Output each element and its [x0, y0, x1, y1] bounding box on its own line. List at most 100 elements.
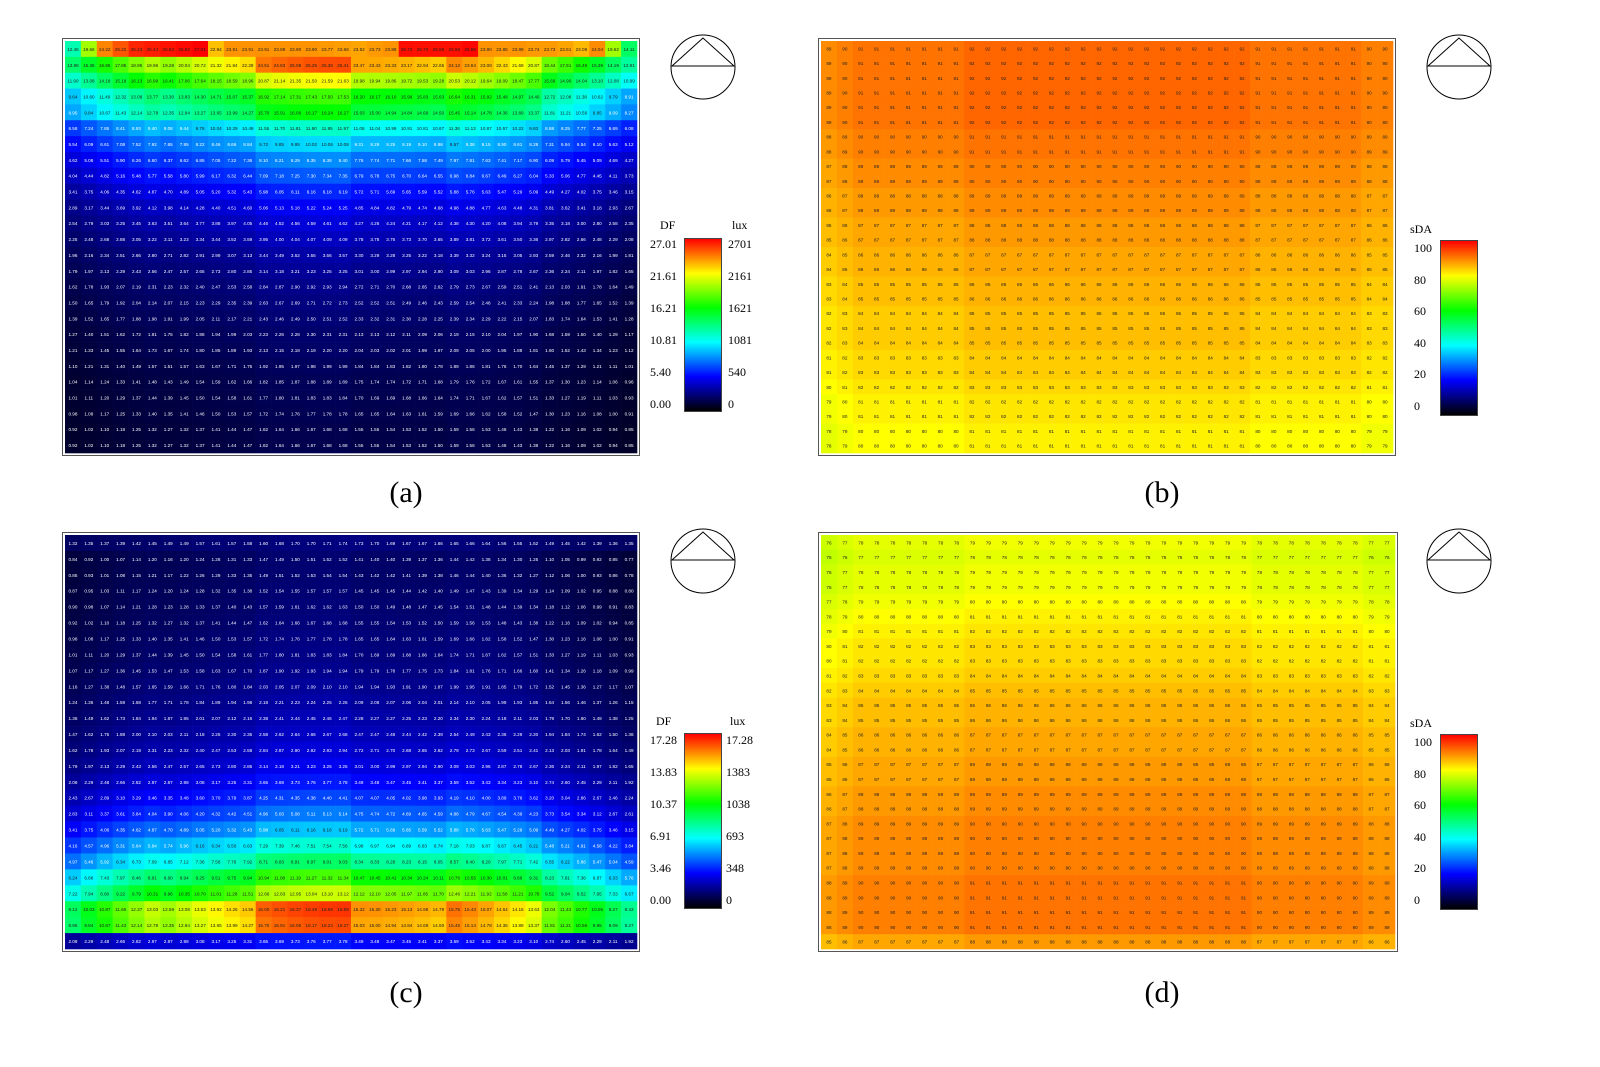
heatmap-cell-value: 83 [874, 355, 880, 360]
heatmap-cell [303, 278, 320, 295]
heatmap-cell-value: 84 [985, 355, 991, 360]
heatmap-cell-value: 2.19 [132, 748, 141, 753]
heatmap-cell-value: 1.37 [211, 605, 220, 610]
heatmap-cell [1075, 202, 1092, 218]
heatmap-cell [80, 389, 98, 406]
heatmap-cell-value: 84 [1255, 311, 1261, 316]
heatmap-cell-value: 81 [1128, 444, 1134, 449]
heatmap-cell [462, 120, 479, 137]
heatmap-cell-value: 3.25 [323, 269, 332, 274]
heatmap-cell-value: 80 [1271, 444, 1277, 449]
heatmap-cell [128, 405, 145, 422]
heatmap-cell-value: 86 [1176, 297, 1182, 302]
heatmap-cell-value: 88 [1049, 238, 1055, 243]
heatmap-cell [255, 167, 272, 184]
heatmap-cell-value: 81 [1303, 400, 1309, 405]
heatmap-cell-value: 1.94 [211, 332, 220, 337]
heatmap-cell-value: 1.59 [116, 700, 125, 705]
heatmap-cell-value: 89 [826, 46, 832, 51]
heatmap-cell-value: 13.98 [67, 63, 79, 68]
heatmap-cell-value: 88 [1112, 223, 1118, 228]
heatmap-cell-value: 2.11 [180, 732, 189, 737]
heatmap-cell-value: 3.25 [402, 253, 411, 258]
heatmap-cell-value: 1.74 [370, 380, 379, 385]
heatmap-cell [65, 294, 82, 311]
heatmap-cell [573, 136, 590, 153]
heatmap-cell-value: 4.82 [100, 174, 109, 179]
heatmap-cell [446, 72, 463, 89]
heatmap-cell-value: 1.95 [466, 684, 475, 689]
heatmap-cell-value: 2.54 [466, 300, 475, 305]
heatmap-cell [1122, 158, 1140, 174]
heatmap-cell-value: 1.61 [291, 605, 300, 610]
heatmap-cell-value: 1.63 [211, 668, 220, 673]
heatmap-cell-value: 86 [1033, 297, 1039, 302]
heatmap-cell-value: 92 [1081, 91, 1087, 96]
heatmap-cell [382, 183, 399, 200]
heatmap-cell-value: 0.99 [625, 668, 634, 673]
heatmap-cell [430, 104, 447, 121]
heatmap-cell-value: 1.97 [513, 332, 522, 337]
heatmap-cell-value: 1.89 [323, 380, 332, 385]
heatmap-cell-value: 90 [938, 149, 944, 154]
heatmap-cell [398, 326, 415, 343]
heatmap-cell-value: 4.26 [370, 221, 379, 226]
heatmap-cell-value: 1.40 [148, 411, 157, 416]
heatmap-cell-value: 92 [1081, 76, 1087, 81]
heatmap-cell-value: 88 [1239, 238, 1245, 243]
heatmap-cell-value: 1.45 [434, 605, 443, 610]
heatmap-cell [1313, 129, 1330, 145]
heatmap-cell-value: 3.72 [482, 237, 491, 242]
heatmap-cell-value: 1.66 [513, 668, 522, 673]
heatmap-cell [1043, 173, 1060, 189]
heatmap-cell-value: 3.34 [196, 237, 205, 242]
heatmap-cell-value: 1.71 [196, 684, 205, 689]
heatmap-cell-value: 81 [906, 400, 912, 405]
heatmap-cell-value: 2.29 [482, 316, 491, 321]
heatmap-cell-value: 85 [1208, 341, 1214, 346]
heatmap-cell [821, 247, 838, 263]
heatmap-cell-value: 1.69 [450, 411, 459, 416]
heatmap-cell [868, 144, 885, 160]
heatmap-cell-value: 1.50 [434, 427, 443, 432]
heatmap-cell [821, 232, 838, 248]
heatmap-cell-value: 11.36 [449, 126, 461, 131]
heatmap-cell [1059, 232, 1076, 248]
heatmap-cell-value: 1.14 [116, 605, 125, 610]
heatmap-cell [208, 167, 225, 184]
heatmap-cell-value: 81 [874, 414, 880, 419]
heatmap-cell [80, 231, 98, 248]
heatmap-cell-value: 2.97 [402, 269, 411, 274]
heatmap-cell [605, 231, 622, 248]
heatmap-cell-value: 89 [1303, 164, 1309, 169]
heatmap-cell-value: 0.94 [609, 621, 618, 626]
heatmap-cell-value: 85 [842, 252, 848, 257]
heatmap-cell [1218, 276, 1235, 292]
heatmap-cell-value: 1.29 [211, 573, 220, 578]
heatmap-cell-value: 1.32 [211, 589, 220, 594]
heatmap-cell [96, 215, 113, 232]
heatmap-cell-value: 1.33 [196, 605, 205, 610]
heatmap-cell [916, 41, 933, 57]
heatmap-cell-value: 1.72 [402, 380, 411, 385]
heatmap-cell [525, 373, 542, 390]
heatmap-cell [836, 291, 854, 307]
heatmap-cell-value: 2.09 [354, 700, 363, 705]
heatmap-cell [112, 342, 129, 359]
heatmap-cell [208, 41, 225, 58]
heatmap-cell [96, 310, 113, 327]
heatmap-cell-value: 1.98 [307, 364, 316, 369]
heatmap-cell-value: 1.40 [227, 605, 236, 610]
heatmap-cell-value: 1.39 [593, 541, 602, 546]
heatmap-cell-value: 2.28 [291, 332, 300, 337]
heatmap-cell [1218, 129, 1235, 145]
heatmap-cell-value: 82 [1271, 385, 1277, 390]
heatmap-cell-value: 1.57 [243, 637, 252, 642]
heatmap-cell-value: 1.68 [339, 621, 348, 626]
heatmap-cell-value: 2.53 [227, 285, 236, 290]
heatmap-cell-value: 19.72 [401, 79, 413, 84]
heatmap-cell-value: 85 [1303, 282, 1309, 287]
heatmap-cell [1234, 247, 1251, 263]
heatmap-cell-value: 1.20 [100, 652, 109, 657]
heatmap-cell-value: 88 [1144, 238, 1150, 243]
